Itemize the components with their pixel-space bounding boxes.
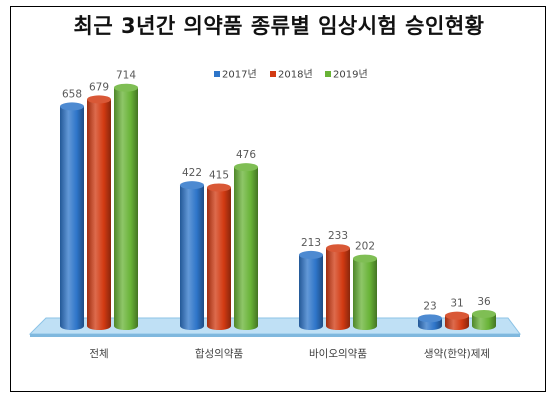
legend-item-0: 2017년	[214, 69, 257, 81]
category-label-0: 전체	[89, 348, 108, 360]
legend-item-1: 2018년	[270, 69, 313, 81]
bar-3-2	[472, 309, 496, 330]
category-label-2: 바이오의약품	[309, 348, 367, 360]
bar-2-1	[326, 244, 350, 330]
bar-3-0	[418, 314, 442, 330]
value-label-3-0: 23	[423, 300, 436, 312]
chart-floor	[28, 317, 521, 337]
value-label-2-1: 233	[328, 230, 348, 242]
value-label-2-2: 202	[355, 241, 375, 253]
value-label-0-1: 679	[89, 81, 109, 93]
legend-item-2: 2019년	[325, 69, 368, 81]
bar-1-2	[234, 163, 258, 330]
chart-title: 최근 3년간 의약품 종류별 임상시험 승인현황	[73, 14, 485, 38]
value-label-1-1: 415	[209, 169, 229, 181]
bar-0-0	[60, 102, 84, 330]
bar-0-2	[114, 83, 138, 330]
legend-swatch-0	[214, 71, 220, 77]
legend-label-0: 2017년	[222, 69, 257, 81]
bar-2-2	[353, 254, 377, 330]
category-label-1: 합성의약품	[195, 348, 244, 360]
value-label-2-0: 213	[301, 237, 321, 249]
legend-swatch-2	[325, 71, 331, 77]
value-label-0-0: 658	[62, 88, 82, 100]
value-label-1-0: 422	[182, 167, 202, 179]
bar-2-0	[299, 250, 323, 330]
legend-swatch-1	[270, 71, 276, 77]
bar-3-1	[445, 311, 469, 330]
bar-0-1	[87, 95, 111, 330]
value-label-3-2: 36	[477, 296, 491, 308]
data-labels: 658 679 714 422 415 476 213 233 202 23 31 36	[62, 70, 491, 313]
legend: 2017년 2018년 2019년	[214, 69, 368, 81]
category-labels: 전체 합성의약품 바이오의약품 생약(한약)제제	[89, 348, 490, 360]
bars	[60, 83, 496, 330]
bar-1-0	[180, 181, 204, 330]
value-label-1-2: 476	[236, 149, 256, 161]
category-label-3: 생약(한약)제제	[424, 348, 490, 360]
legend-label-1: 2018년	[278, 69, 313, 81]
value-label-3-1: 31	[450, 298, 463, 310]
value-label-0-2: 714	[116, 70, 136, 82]
bar-1-1	[207, 183, 231, 330]
legend-label-2: 2019년	[333, 69, 368, 81]
